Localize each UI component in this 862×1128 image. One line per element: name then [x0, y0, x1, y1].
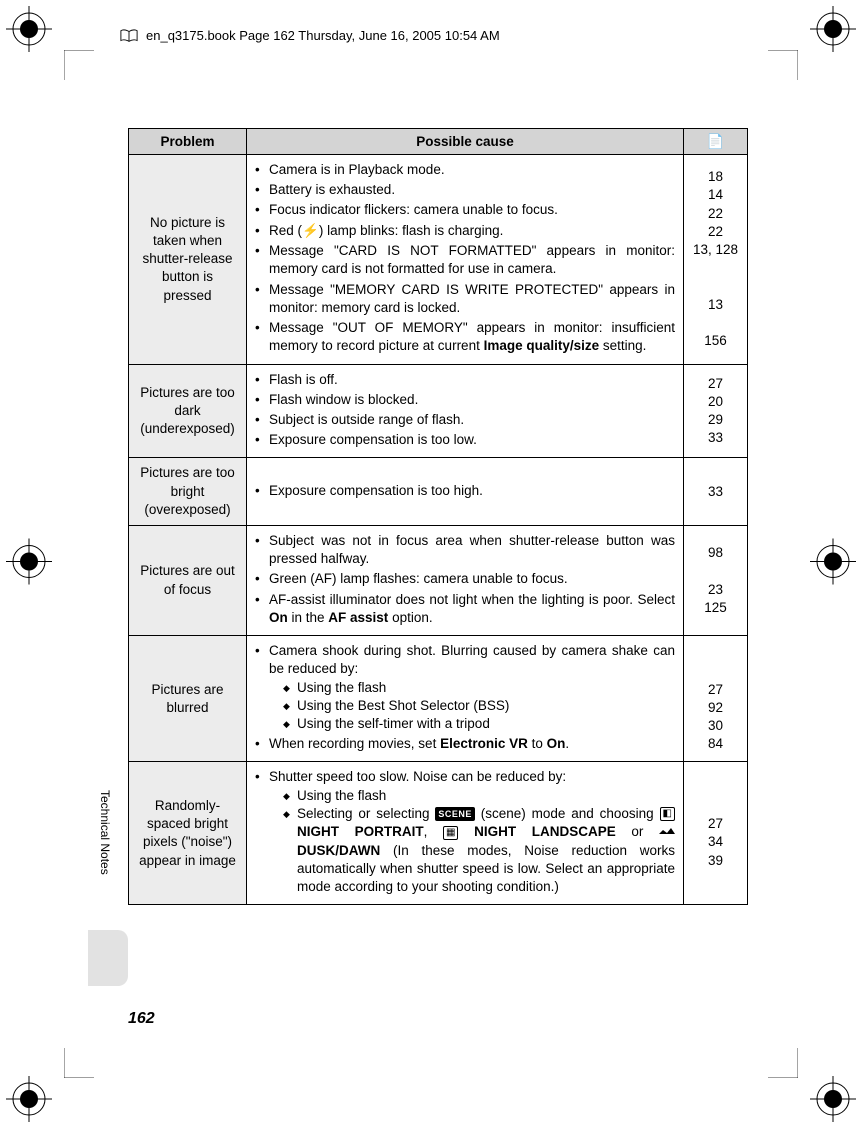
flash-icon: ⚡	[302, 222, 319, 240]
cause-cell: Camera shook during shot. Blurring cause…	[247, 636, 684, 762]
page-ref-icon: 📄	[707, 133, 724, 149]
dusk-dawn-icon	[659, 823, 675, 841]
cause-cell: Camera is in Playback mode. Battery is e…	[247, 155, 684, 365]
crop-mark-br	[768, 1048, 798, 1078]
cause-item: Subject is outside range of flash.	[255, 411, 675, 429]
night-portrait-icon: ◧	[660, 807, 675, 821]
cause-subitem: Using the flash	[283, 787, 675, 805]
registration-mark-br	[810, 1076, 856, 1122]
header-filename: en_q3175.book Page 162 Thursday, June 16…	[146, 28, 500, 43]
cause-cell: Subject was not in focus area when shutt…	[247, 526, 684, 636]
cause-item: Focus indicator flickers: camera unable …	[255, 201, 675, 219]
problem-cell: Pictures are too bright (overexposed)	[129, 458, 247, 526]
page-cell: 98 23 125	[684, 526, 748, 636]
table-row: Pictures are too bright (overexposed) Ex…	[129, 458, 748, 526]
cause-subitem: Using the flash	[283, 679, 675, 697]
cause-item: Battery is exhausted.	[255, 181, 675, 199]
print-header: en_q3175.book Page 162 Thursday, June 16…	[120, 28, 500, 43]
crop-mark-tl	[64, 50, 94, 80]
page-number: 162	[128, 1010, 155, 1028]
page-cell: 18 14 22 22 13, 128 13 156	[684, 155, 748, 365]
table-row: No picture is taken when shutter-release…	[129, 155, 748, 365]
table-row: Pictures are blurred Camera shook during…	[129, 636, 748, 762]
problem-cell: No picture is taken when shutter-release…	[129, 155, 247, 365]
crop-mark-tr	[768, 50, 798, 80]
table-row: Pictures are out of focus Subject was no…	[129, 526, 748, 636]
cause-item: Message "MEMORY CARD IS WRITE PROTECTED"…	[255, 281, 675, 317]
cause-subitem: Using the Best Shot Selector (BSS)	[283, 697, 675, 715]
cause-item: Camera is in Playback mode.	[255, 161, 675, 179]
cause-subitem: Selecting or selecting SCENE (scene) mod…	[283, 805, 675, 896]
cross-mark-right	[810, 539, 856, 590]
cause-subitem: Using the self-timer with a tripod	[283, 715, 675, 733]
crop-mark-bl	[64, 1048, 94, 1078]
problem-cell: Pictures are blurred	[129, 636, 247, 762]
scene-mode-icon: SCENE	[435, 807, 475, 821]
table-row: Randomly-spaced bright pixels ("noise") …	[129, 762, 748, 905]
cause-item: Message "OUT OF MEMORY" appears in monit…	[255, 319, 675, 355]
cause-cell: Shutter speed too slow. Noise can be red…	[247, 762, 684, 905]
page-cell: 33	[684, 458, 748, 526]
cause-item: Flash window is blocked.	[255, 391, 675, 409]
problem-cell: Randomly-spaced bright pixels ("noise") …	[129, 762, 247, 905]
side-section-label: Technical Notes	[98, 790, 112, 875]
registration-mark-tl	[6, 6, 52, 52]
side-tab	[88, 930, 128, 986]
col-cause: Possible cause	[247, 129, 684, 155]
cause-item: AF-assist illuminator does not light whe…	[255, 591, 675, 627]
col-page-ref: 📄	[684, 129, 748, 155]
table-row: Pictures are too dark (underexposed) Fla…	[129, 364, 748, 458]
cause-cell: Exposure compensation is too high.	[247, 458, 684, 526]
col-problem: Problem	[129, 129, 247, 155]
cause-item: Camera shook during shot. Blurring cause…	[255, 642, 675, 733]
cause-item: Red (⚡) lamp blinks: flash is charging.	[255, 222, 675, 241]
table-header-row: Problem Possible cause 📄	[129, 129, 748, 155]
registration-mark-bl	[6, 1076, 52, 1122]
registration-mark-tr	[810, 6, 856, 52]
page-content: Problem Possible cause 📄 No picture is t…	[128, 128, 748, 905]
cause-cell: Flash is off. Flash window is blocked. S…	[247, 364, 684, 458]
cause-item: Subject was not in focus area when shutt…	[255, 532, 675, 568]
cross-mark-left	[6, 539, 52, 590]
cause-item: Shutter speed too slow. Noise can be red…	[255, 768, 675, 896]
cause-item: Exposure compensation is too low.	[255, 431, 675, 449]
troubleshooting-table: Problem Possible cause 📄 No picture is t…	[128, 128, 748, 905]
cause-item: Flash is off.	[255, 371, 675, 389]
page-cell: 27 92 30 84	[684, 636, 748, 762]
cause-item: Message "CARD IS NOT FORMATTED" appears …	[255, 242, 675, 278]
page-cell: 27 20 29 33	[684, 364, 748, 458]
cause-item: When recording movies, set Electronic VR…	[255, 735, 675, 753]
problem-cell: Pictures are out of focus	[129, 526, 247, 636]
book-icon	[120, 29, 138, 43]
problem-cell: Pictures are too dark (underexposed)	[129, 364, 247, 458]
cause-item: Exposure compensation is too high.	[255, 482, 675, 500]
night-landscape-icon: ▦	[443, 826, 458, 840]
page-cell: 27 34 39	[684, 762, 748, 905]
cause-item: Green (AF) lamp flashes: camera unable t…	[255, 570, 675, 588]
